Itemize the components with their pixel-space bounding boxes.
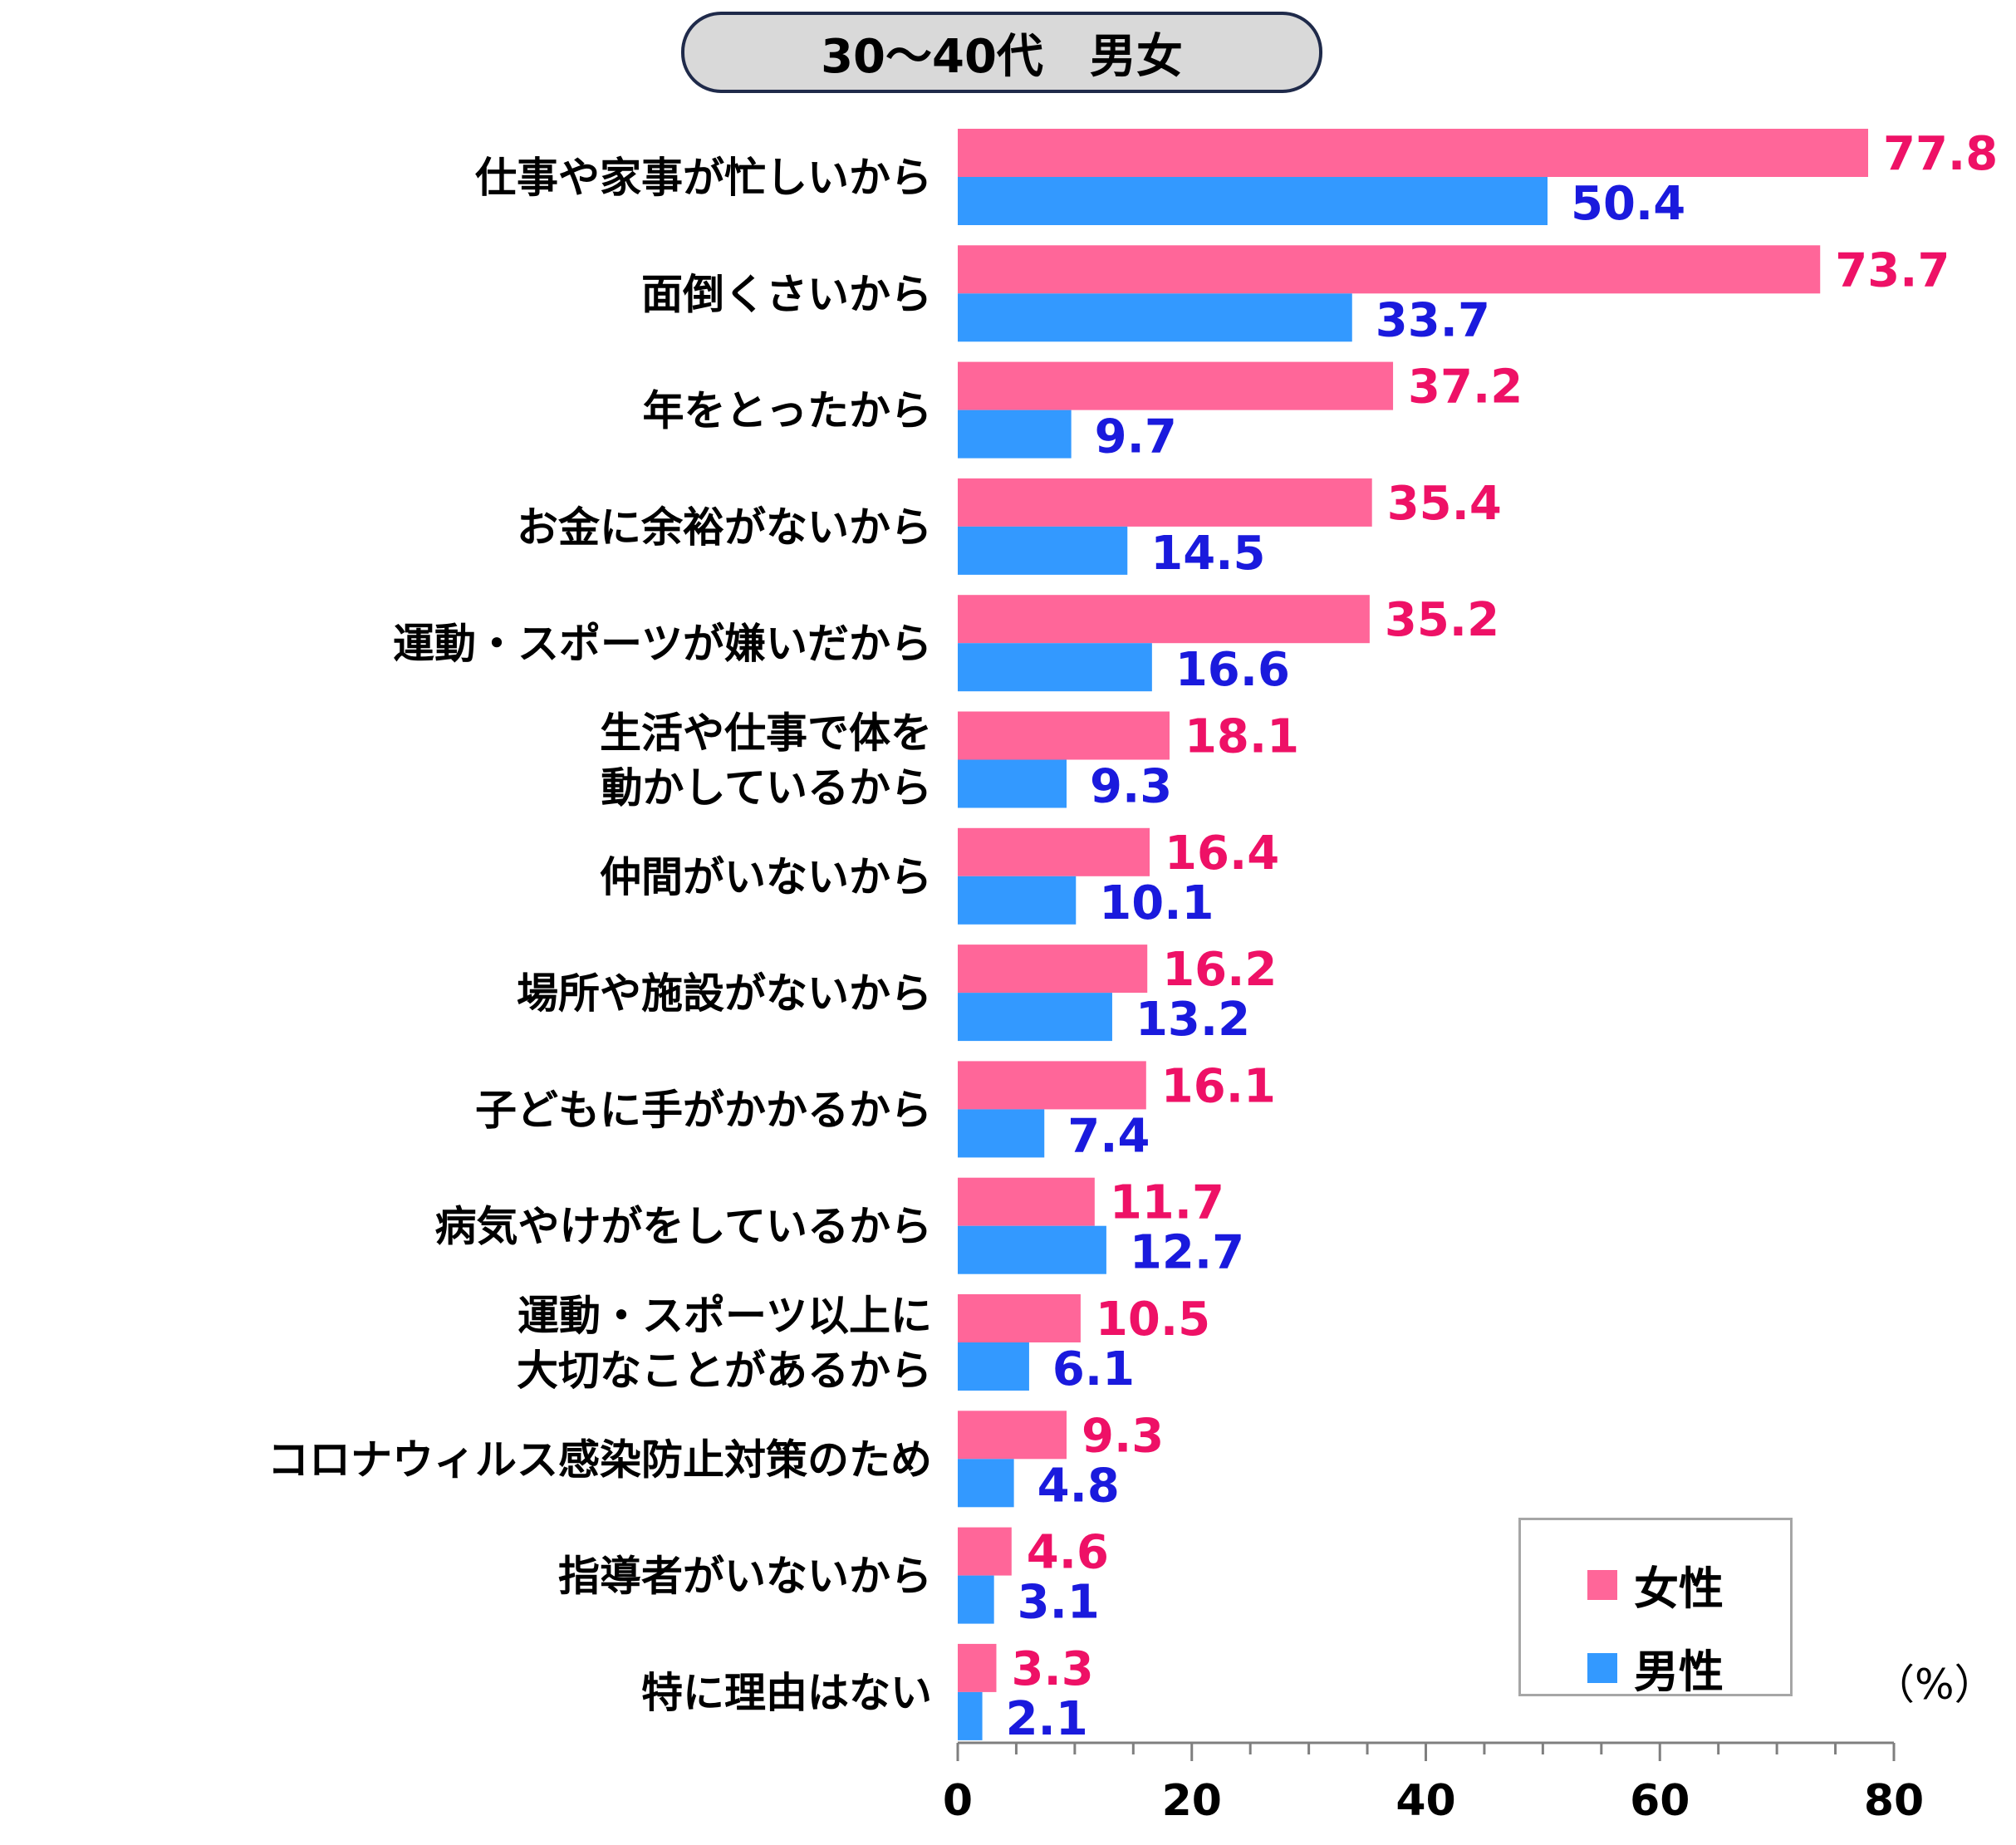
data-label-female: 16.1 [1161, 1059, 1276, 1113]
legend-label-female: 女性 [1634, 1563, 1724, 1615]
data-label-male: 14.5 [1150, 527, 1265, 581]
chart-title: 30～40代 男女 [681, 12, 1322, 93]
data-label-female: 9.3 [1082, 1409, 1164, 1463]
category-label: 子どもに手がかかるから [475, 1086, 932, 1134]
bar-male [958, 526, 1128, 575]
legend-swatch-female [1587, 1569, 1617, 1600]
category-label: 運動・スポーツが嫌いだから [393, 620, 932, 668]
bar-female [958, 827, 1150, 876]
legend-swatch-male [1587, 1652, 1617, 1683]
bar-female [958, 1061, 1146, 1110]
x-tick-label: 60 [1630, 1776, 1690, 1826]
data-label-male: 50.4 [1571, 177, 1685, 231]
data-label-female: 16.4 [1165, 827, 1279, 881]
bar-male [958, 1225, 1106, 1274]
data-label-male: 6.1 [1052, 1342, 1135, 1396]
bar-male [958, 1342, 1029, 1391]
bar-female [958, 1294, 1081, 1342]
category-label: お金に余裕がないから [517, 503, 932, 552]
bar-female [958, 478, 1372, 527]
bar-male [958, 876, 1077, 925]
data-label-female: 35.2 [1385, 593, 1499, 647]
data-label-male: 2.1 [1006, 1692, 1088, 1746]
x-tick-label: 0 [943, 1776, 973, 1826]
bar-male [958, 1575, 994, 1624]
bar-female [958, 1643, 997, 1692]
data-label-female: 73.7 [1835, 243, 1950, 297]
legend-label-male: 男性 [1634, 1646, 1724, 1698]
bar-male [958, 993, 1112, 1042]
bar-male [958, 177, 1548, 225]
legend: 女性 男性 [1518, 1518, 1793, 1698]
bar-female [958, 595, 1370, 644]
bar-female [958, 129, 1869, 177]
data-label-female: 3.3 [1011, 1642, 1093, 1696]
category-label: 場所や施設がないから [517, 969, 932, 1018]
data-label-male: 9.7 [1095, 410, 1177, 464]
bar-female [958, 1527, 1012, 1576]
data-label-female: 10.5 [1096, 1293, 1210, 1347]
data-label-female: 37.2 [1408, 361, 1523, 415]
unit-label: （%） [1873, 1661, 1996, 1709]
bar-male [958, 293, 1352, 342]
bar-male [958, 643, 1152, 692]
bar-female [958, 945, 1148, 994]
category-label: 運動・スポーツ以上に [517, 1292, 932, 1340]
category-label: 生活や仕事で体を [600, 709, 932, 758]
category-label: 年をとったから [643, 387, 933, 435]
bar-female [958, 245, 1821, 294]
category-label: 動かしているから [601, 764, 933, 812]
data-label-male: 16.6 [1175, 643, 1290, 697]
category-label: 指導者がいないから [558, 1553, 932, 1601]
category-label: コロナウィルス感染防止対策のため [267, 1435, 932, 1484]
data-label-male: 9.3 [1090, 760, 1172, 814]
category-label: 仕事や家事が忙しいから [475, 154, 932, 202]
data-label-male: 13.2 [1136, 993, 1250, 1047]
bar-female [958, 361, 1394, 410]
data-label-male: 33.7 [1376, 293, 1490, 347]
category-label: 病気やけがをしているから [435, 1203, 933, 1251]
legend-item-female: 女性 [1587, 1552, 1724, 1617]
bar-male [958, 1691, 983, 1740]
data-label-male: 3.1 [1018, 1576, 1100, 1630]
bar-female [958, 1177, 1095, 1226]
x-tick-label: 20 [1162, 1776, 1222, 1826]
bar-female [958, 1411, 1067, 1460]
category-label: 特に理由はない [641, 1669, 932, 1717]
data-label-male: 10.1 [1099, 876, 1214, 930]
category-label: 面倒くさいから [641, 270, 932, 318]
x-tick-label: 40 [1396, 1776, 1455, 1826]
data-label-female: 35.4 [1387, 477, 1502, 531]
bar-male [958, 1459, 1014, 1508]
bar-male [958, 1109, 1045, 1158]
bar-male [958, 410, 1072, 459]
data-label-female: 11.7 [1110, 1176, 1224, 1230]
data-label-female: 4.6 [1027, 1526, 1109, 1580]
bar-male [958, 759, 1067, 808]
x-tick-label: 80 [1864, 1776, 1924, 1826]
data-label-male: 4.8 [1037, 1459, 1120, 1513]
data-label-female: 16.2 [1162, 943, 1277, 997]
bar-female [958, 711, 1170, 760]
data-label-male: 12.7 [1130, 1226, 1244, 1280]
data-label-female: 18.1 [1185, 710, 1299, 764]
category-label: 大切なことがあるから [517, 1347, 932, 1395]
data-label-male: 7.4 [1067, 1109, 1150, 1163]
data-label-female: 77.8 [1883, 127, 1998, 181]
category-label: 仲間がいないから [600, 853, 932, 901]
legend-item-male: 男性 [1587, 1635, 1724, 1700]
